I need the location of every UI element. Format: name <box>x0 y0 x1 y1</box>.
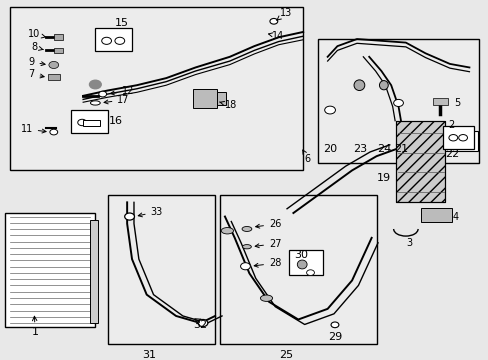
Bar <box>317 39 478 163</box>
Text: 26: 26 <box>255 219 281 229</box>
Circle shape <box>78 119 86 126</box>
Text: 10: 10 <box>28 29 46 39</box>
Circle shape <box>99 91 106 97</box>
Bar <box>220 195 376 345</box>
Text: 8: 8 <box>32 42 43 53</box>
Text: 17: 17 <box>104 95 129 105</box>
Text: 28: 28 <box>254 258 281 268</box>
Bar <box>48 74 60 80</box>
Bar <box>5 213 95 327</box>
Text: 15: 15 <box>115 18 129 28</box>
Circle shape <box>198 320 207 327</box>
Bar <box>444 131 477 151</box>
Circle shape <box>306 270 314 275</box>
Text: 5: 5 <box>453 98 459 108</box>
Text: 16: 16 <box>108 116 122 126</box>
Text: 33: 33 <box>138 207 163 217</box>
Ellipse shape <box>221 228 233 234</box>
Circle shape <box>330 322 338 328</box>
Text: 12: 12 <box>110 86 134 96</box>
Text: 31: 31 <box>142 350 156 360</box>
Bar <box>288 250 322 275</box>
Bar <box>54 48 62 53</box>
Ellipse shape <box>379 81 387 90</box>
Circle shape <box>269 18 277 24</box>
Bar <box>10 7 303 170</box>
Text: 27: 27 <box>255 239 281 249</box>
Text: 4: 4 <box>451 212 458 222</box>
Ellipse shape <box>90 101 100 105</box>
Circle shape <box>240 263 250 270</box>
Text: 29: 29 <box>328 332 342 342</box>
Text: 3: 3 <box>405 238 411 248</box>
Ellipse shape <box>353 80 364 90</box>
Ellipse shape <box>260 295 272 301</box>
Ellipse shape <box>297 260 306 269</box>
Bar <box>432 98 447 105</box>
Circle shape <box>458 135 467 141</box>
Text: 14: 14 <box>268 31 284 41</box>
Text: 9: 9 <box>28 57 45 67</box>
Bar <box>216 92 226 105</box>
Text: 19: 19 <box>376 172 390 183</box>
Text: 11: 11 <box>20 124 46 134</box>
Bar <box>442 126 473 149</box>
Text: 2: 2 <box>447 120 453 130</box>
Circle shape <box>324 106 335 114</box>
Text: 24: 24 <box>377 144 391 154</box>
Bar <box>395 121 444 202</box>
Circle shape <box>393 99 403 107</box>
Text: 22: 22 <box>444 149 458 159</box>
Text: 20: 20 <box>322 144 336 154</box>
Bar <box>420 208 451 222</box>
Bar <box>395 121 444 202</box>
Bar <box>54 35 62 40</box>
Text: 13: 13 <box>276 8 291 20</box>
Bar <box>71 110 107 133</box>
Circle shape <box>50 129 58 135</box>
Bar <box>193 89 216 108</box>
Ellipse shape <box>242 226 251 231</box>
Circle shape <box>49 62 59 68</box>
Circle shape <box>448 135 457 141</box>
Circle shape <box>124 213 134 220</box>
Bar <box>90 220 98 323</box>
Bar <box>83 120 100 126</box>
Circle shape <box>102 37 111 44</box>
Text: 30: 30 <box>294 250 308 260</box>
Text: 32: 32 <box>193 320 207 330</box>
Bar <box>107 195 215 345</box>
Text: 25: 25 <box>278 350 292 360</box>
Circle shape <box>115 37 124 44</box>
Bar <box>95 28 132 51</box>
Text: 18: 18 <box>219 100 237 110</box>
Text: 21: 21 <box>393 144 407 154</box>
Text: 6: 6 <box>302 150 310 163</box>
Ellipse shape <box>242 244 251 249</box>
Text: 7: 7 <box>28 69 44 80</box>
Text: 1: 1 <box>32 316 39 337</box>
Circle shape <box>89 80 101 89</box>
Text: 23: 23 <box>352 144 366 154</box>
